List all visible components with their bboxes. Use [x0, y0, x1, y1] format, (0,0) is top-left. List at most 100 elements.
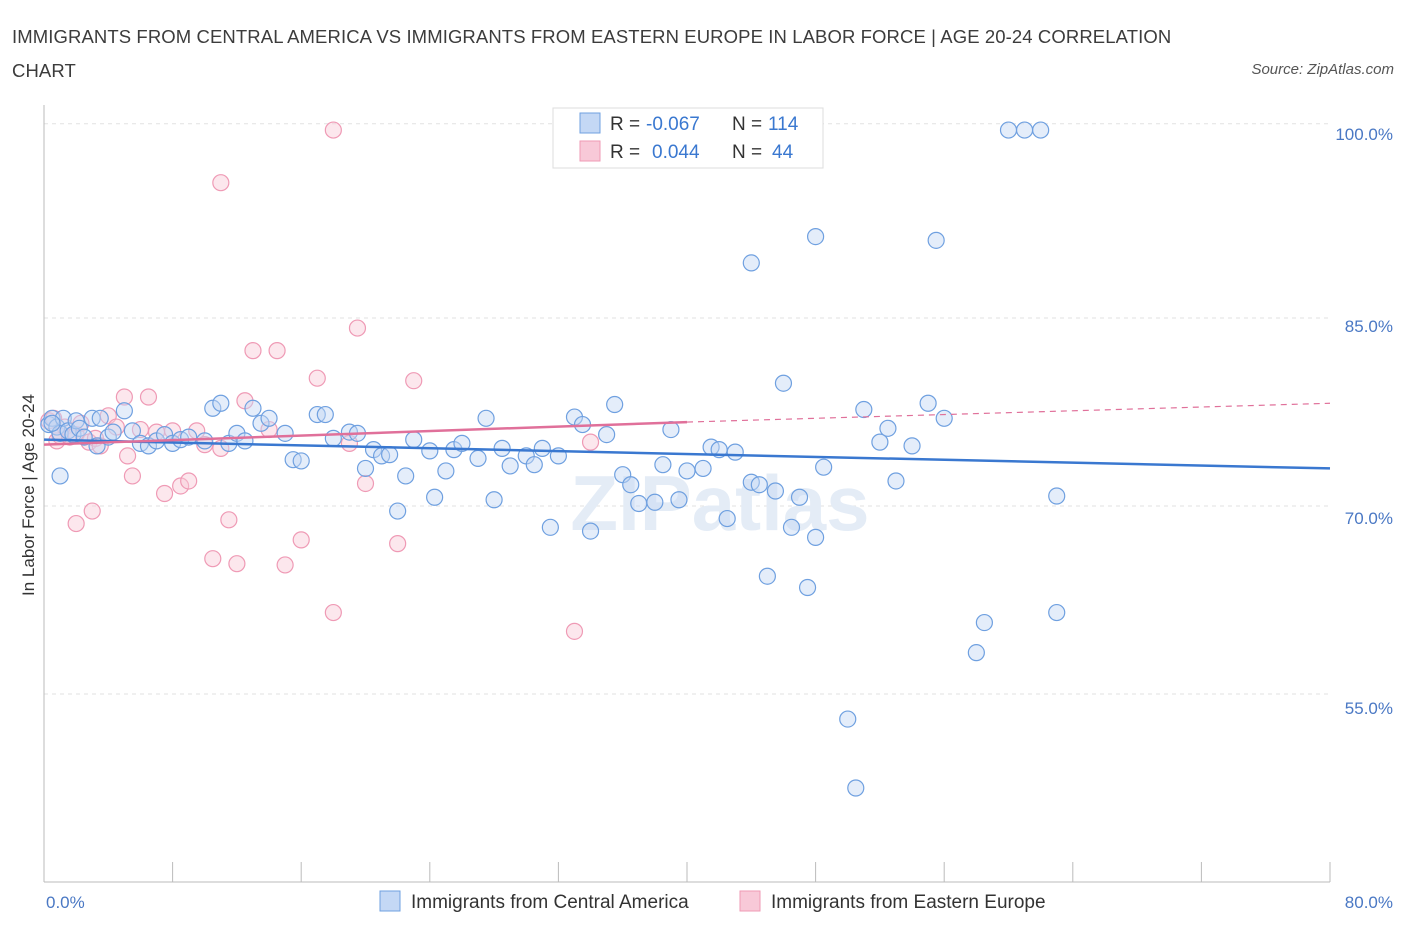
bottom-legend: Immigrants from Central America Immigran…: [379, 890, 1046, 913]
trend-line-eastern-europe: [43, 420, 688, 446]
central-america-point: [887, 472, 905, 490]
central-america-point: [694, 459, 712, 478]
tick-labels: 100.0% 85.0% 70.0% 55.0% 0.0% 80.0%: [46, 125, 1393, 912]
central-america-point: [742, 254, 760, 272]
central-america-point: [292, 452, 310, 470]
eastern-europe-point: [324, 121, 342, 139]
central-america-point: [501, 457, 519, 475]
eastern-europe-point: [308, 369, 326, 387]
trend-lines: [43, 402, 1331, 470]
eastern-europe-point: [212, 174, 230, 192]
central-america-point: [123, 422, 142, 440]
central-america-point: [606, 395, 624, 414]
central-america-point: [1015, 121, 1034, 139]
central-america-point: [541, 518, 559, 536]
eastern-europe-point: [123, 467, 142, 485]
eastern-europe-point: [180, 472, 198, 490]
central-america-point: [421, 442, 439, 460]
central-america-point: [70, 419, 88, 437]
bottom-legend-central-america: Immigrants from Central America: [411, 892, 689, 913]
central-america-point: [758, 567, 776, 585]
central-america-point: [525, 456, 543, 474]
central-america-point: [276, 424, 294, 442]
eastern-europe-point: [324, 603, 342, 622]
central-america-point: [806, 528, 825, 546]
central-america-point: [598, 425, 616, 444]
central-america-point: [43, 414, 61, 432]
central-america-point: [967, 644, 985, 662]
central-america-point: [847, 779, 865, 797]
central-america-point: [782, 518, 801, 536]
legend-n-value-2: 44: [772, 142, 794, 163]
central-america-point: [871, 433, 889, 451]
central-america-point: [477, 409, 495, 427]
eastern-europe-point: [292, 531, 310, 549]
x-tick-label: 0.0%: [46, 893, 85, 912]
central-america-point: [381, 446, 399, 464]
eastern-europe-point: [118, 447, 137, 465]
legend-swatch-eastern-europe: [579, 140, 601, 162]
central-america-point: [903, 437, 921, 455]
central-america-point: [774, 374, 793, 392]
y-tick-label: 100.0%: [1335, 125, 1393, 144]
eastern-europe-point: [244, 342, 262, 360]
central-america-point: [426, 488, 444, 506]
central-america-point: [260, 409, 278, 427]
y-tick-label: 55.0%: [1345, 699, 1393, 718]
central-america-point: [678, 462, 696, 480]
central-america-point: [798, 578, 817, 597]
eastern-europe-point: [581, 433, 600, 451]
central-america-point: [1048, 487, 1066, 505]
trend-line-central-america: [43, 438, 1331, 470]
stats-legend: R = -0.067 N = 114 R = 0.044 N = 44: [552, 107, 824, 169]
central-america-point: [670, 491, 688, 509]
eastern-europe-point: [389, 535, 407, 553]
eastern-europe-point: [204, 550, 222, 568]
eastern-europe-point: [228, 555, 246, 573]
central-america-point: [244, 399, 262, 417]
eastern-europe-point: [115, 388, 133, 406]
central-america-point: [750, 476, 768, 494]
eastern-europe-point: [276, 556, 294, 574]
eastern-europe-point: [220, 511, 238, 529]
central-america-point: [397, 467, 415, 485]
central-america-point: [1048, 603, 1066, 622]
central-america-point: [806, 227, 825, 246]
eastern-europe-point: [405, 372, 423, 390]
central-america-point: [485, 491, 503, 509]
legend-swatch-central-america: [579, 112, 601, 134]
eastern-europe-point: [139, 388, 158, 406]
grid-lines: [44, 123, 1330, 695]
legend-n-value-1: 114: [768, 114, 799, 135]
eastern-europe-points: [40, 121, 600, 640]
central-america-points: [40, 121, 1066, 797]
central-america-point: [437, 462, 455, 480]
central-america-point: [115, 402, 133, 420]
central-america-point: [104, 423, 122, 441]
central-america-point: [855, 400, 873, 419]
y-tick-label: 70.0%: [1345, 509, 1393, 528]
chart-title: IMMIGRANTS FROM CENTRAL AMERICA VS IMMIG…: [12, 26, 1172, 81]
central-america-point: [726, 443, 744, 461]
central-america-point: [356, 459, 375, 478]
legend-r-value-1: -0.067: [646, 114, 700, 135]
central-america-point: [999, 121, 1018, 139]
legend-r-label-1: R =: [610, 114, 640, 135]
legend-n-label-2: N =: [732, 142, 762, 163]
central-america-point: [839, 710, 857, 728]
central-america-point: [453, 434, 471, 452]
central-america-point: [196, 432, 214, 450]
central-america-point: [718, 509, 736, 528]
legend-n-label-1: N =: [732, 114, 762, 135]
central-america-point: [469, 449, 487, 468]
y-axis-label: In Labor Force | Age 20-24: [19, 394, 38, 596]
legend-r-value-2: 0.044: [652, 142, 700, 163]
central-america-point: [91, 409, 109, 427]
central-america-point: [236, 432, 254, 450]
bottom-legend-swatch-central-america: [379, 890, 401, 912]
eastern-europe-point: [348, 319, 367, 337]
central-america-point: [316, 405, 334, 424]
central-america-point: [51, 467, 69, 485]
central-america-point: [405, 431, 423, 449]
